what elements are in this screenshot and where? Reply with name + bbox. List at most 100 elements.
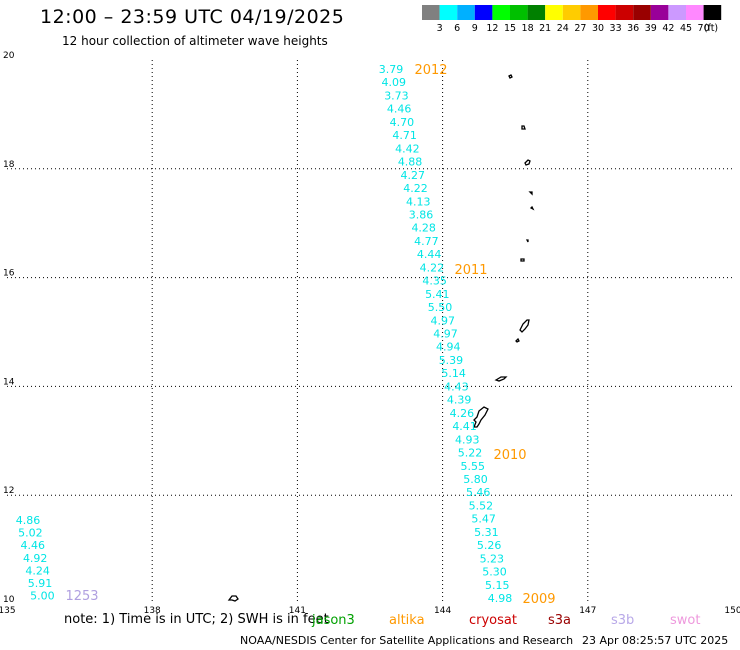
legend-swatch (703, 5, 722, 20)
wave-height-label: 4.35 (422, 275, 447, 288)
wave-height-label: 5.46 (466, 486, 491, 499)
wave-height-label: 4.94 (436, 341, 461, 354)
legend-label: 9 (472, 23, 478, 34)
legend-label: 36 (627, 23, 639, 34)
island-outlines (227, 74, 535, 602)
wave-height-label: 5.91 (28, 577, 53, 590)
wave-height-label: 5.22 (458, 447, 483, 460)
legend-label: 6 (454, 23, 460, 34)
wave-height-label: 4.41 (452, 420, 477, 433)
legend-label: 27 (574, 23, 586, 34)
wave-height-label: 4.97 (433, 328, 458, 341)
wave-height-label: 4.43 (444, 380, 469, 393)
axis-ticks: 135 138 141 144 147 150 10 12 14 16 18 20 (0, 51, 740, 616)
wave-height-label: 3.73 (384, 89, 409, 102)
wave-height-label: 4.39 (447, 394, 472, 407)
wave-height-label: 3.79 (379, 63, 404, 76)
legend-unit: (ft) (704, 23, 718, 34)
lon-tick-label: 147 (579, 606, 596, 616)
wave-height-label: 4.71 (392, 129, 417, 142)
altimeter-track-west: 4.865.024.464.924.245.915.00 1253 (16, 514, 99, 604)
island-northern-1 (508, 74, 513, 79)
island-saipan (519, 319, 530, 333)
island-northern-2 (521, 125, 526, 130)
lat-tick-label: 20 (3, 51, 15, 61)
wave-height-label: 4.86 (16, 514, 41, 527)
island-guam (473, 406, 489, 428)
generation-timestamp: 23 Apr 08:25:57 UTC 2025 (582, 634, 729, 647)
wave-height-label: 4.97 (431, 314, 456, 327)
wave-height-label: 4.22 (403, 182, 428, 195)
wave-height-label: 4.46 (21, 539, 46, 552)
island-northern-4 (528, 191, 533, 196)
color-legend: 3 6 9 12 15 18 21 24 27 30 33 36 39 42 45 70(ft) (422, 5, 722, 34)
lat-tick-label: 12 (3, 486, 14, 496)
legend-label: 39 (645, 23, 657, 34)
wave-height-label: 4.42 (395, 142, 420, 155)
wave-height-label: 5.47 (471, 513, 496, 526)
wave-height-label: 4.46 (387, 103, 412, 116)
lon-tick-label: 138 (144, 606, 161, 616)
wave-height-label: 5.30 (482, 566, 507, 579)
track-time-label: 2012 (414, 63, 447, 78)
wave-height-label: 5.00 (30, 590, 55, 603)
legend-swatch (562, 5, 581, 20)
island-rota (494, 376, 508, 382)
wave-height-label: 3.86 (409, 208, 434, 221)
legend-swatch (545, 5, 563, 20)
wave-height-label: 4.28 (411, 222, 436, 235)
legend-label: 33 (610, 23, 622, 34)
map-grid (7, 60, 733, 604)
satellite-cryosat: cryosat (469, 613, 517, 628)
wave-height-label: 5.55 (461, 460, 486, 473)
credit-line: NOAA/NESDIS Center for Satellite Applica… (240, 634, 574, 647)
legend-label: 21 (539, 23, 551, 34)
legend-swatch (615, 5, 634, 20)
island-southwest (227, 595, 239, 602)
legend-swatch (527, 5, 546, 20)
track-time-label: 1253 (65, 589, 98, 604)
legend-label: 42 (662, 23, 674, 34)
legend-swatch (580, 5, 598, 20)
lat-tick-label: 14 (3, 377, 15, 387)
wave-height-label: 4.98 (488, 592, 513, 605)
legend-label: 15 (504, 23, 516, 34)
legend-label: 3 (437, 23, 443, 34)
wave-height-label: 5.41 (425, 288, 450, 301)
satellite-swot: swot (670, 613, 701, 628)
track-time-label: 2009 (522, 592, 555, 607)
satellite-altika: altika (389, 613, 425, 628)
legend-swatch (422, 5, 440, 20)
legend-label: 30 (592, 23, 604, 34)
altimeter-track-east: 3.794.093.734.464.704.714.424.884.274.22… (379, 63, 556, 607)
legend-label: 70 (698, 23, 710, 34)
satellite-s3b: s3b (611, 613, 635, 628)
wave-height-label: 4.22 (420, 261, 445, 274)
legend-label: 18 (522, 23, 534, 34)
track-time-label: 2010 (493, 448, 526, 463)
wave-height-label: 4.88 (398, 156, 423, 169)
legend-swatch (457, 5, 475, 20)
lon-tick-label: 141 (289, 606, 306, 616)
island-northern-3 (524, 159, 531, 166)
wave-height-label: 4.77 (414, 235, 439, 248)
legend-swatch (650, 5, 669, 20)
wave-height-label: 4.92 (23, 552, 48, 565)
lat-tick-label: 18 (3, 160, 15, 170)
lon-tick-label: 150 (724, 606, 740, 616)
legend-label: 45 (680, 23, 692, 34)
lon-tick-label: 144 (434, 606, 451, 616)
legend-swatch (633, 5, 651, 20)
legend-swatch (668, 5, 686, 20)
track-time-label: 2011 (454, 263, 487, 278)
island-northern-7 (520, 258, 525, 262)
legend-swatch (474, 5, 493, 20)
wave-height-label: 5.26 (477, 539, 502, 552)
wave-height-label: 4.24 (25, 564, 50, 577)
wave-height-label: 5.23 (480, 552, 505, 565)
satellite-s3a: s3a (548, 613, 572, 628)
page-title: 12:00 – 23:59 UTC 04/19/2025 (40, 6, 345, 28)
footer-note: note: 1) Time is in UTC; 2) SWH is in fe… (64, 612, 329, 627)
legend-label: 12 (486, 23, 498, 34)
wave-height-label: 5.39 (439, 354, 464, 367)
